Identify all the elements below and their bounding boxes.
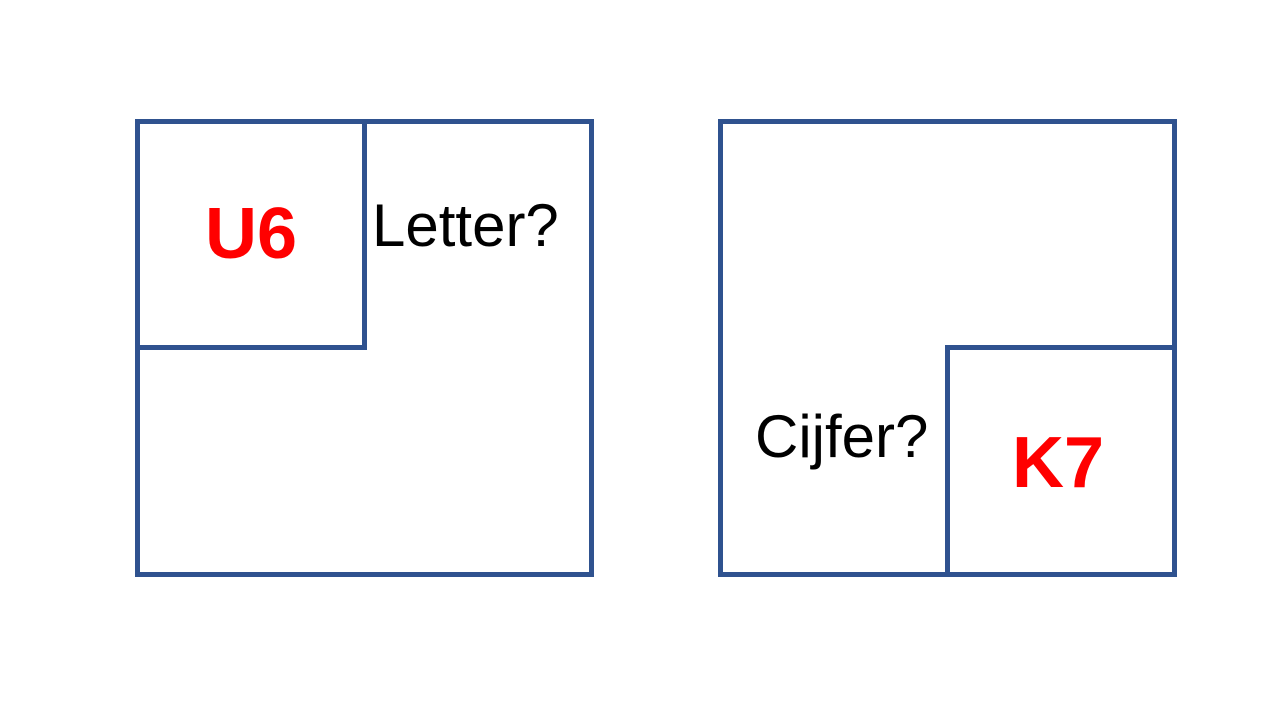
- right-code-label: K7: [1011, 423, 1105, 503]
- right-bottom-right-inner-square: [945, 345, 1177, 577]
- left-code-label: U6: [204, 194, 298, 274]
- left-question-label: Letter?: [372, 192, 559, 259]
- left-top-left-inner-square: [135, 119, 367, 350]
- right-question-label: Cijfer?: [755, 403, 929, 470]
